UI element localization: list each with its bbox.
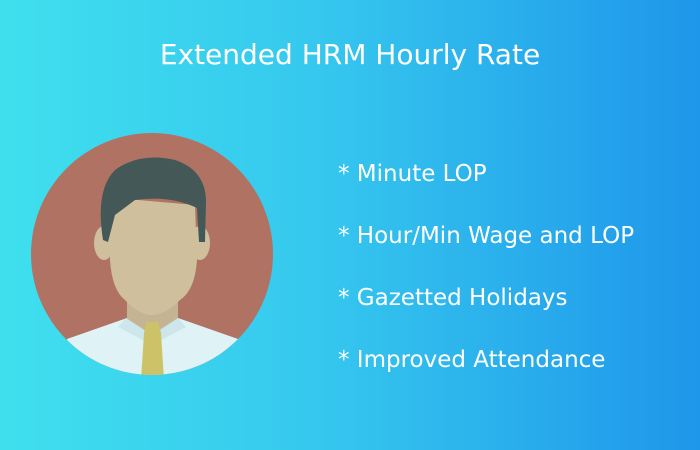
feature-item: * Improved Attendance xyxy=(338,347,606,373)
feature-item: * Gazetted Holidays xyxy=(338,285,568,311)
feature-item: * Hour/Min Wage and LOP xyxy=(338,223,635,249)
feature-list: * Minute LOP * Hour/Min Wage and LOP * G… xyxy=(338,160,634,408)
feature-item: * Minute LOP xyxy=(338,161,487,187)
banner-title: Extended HRM Hourly Rate xyxy=(159,38,541,71)
